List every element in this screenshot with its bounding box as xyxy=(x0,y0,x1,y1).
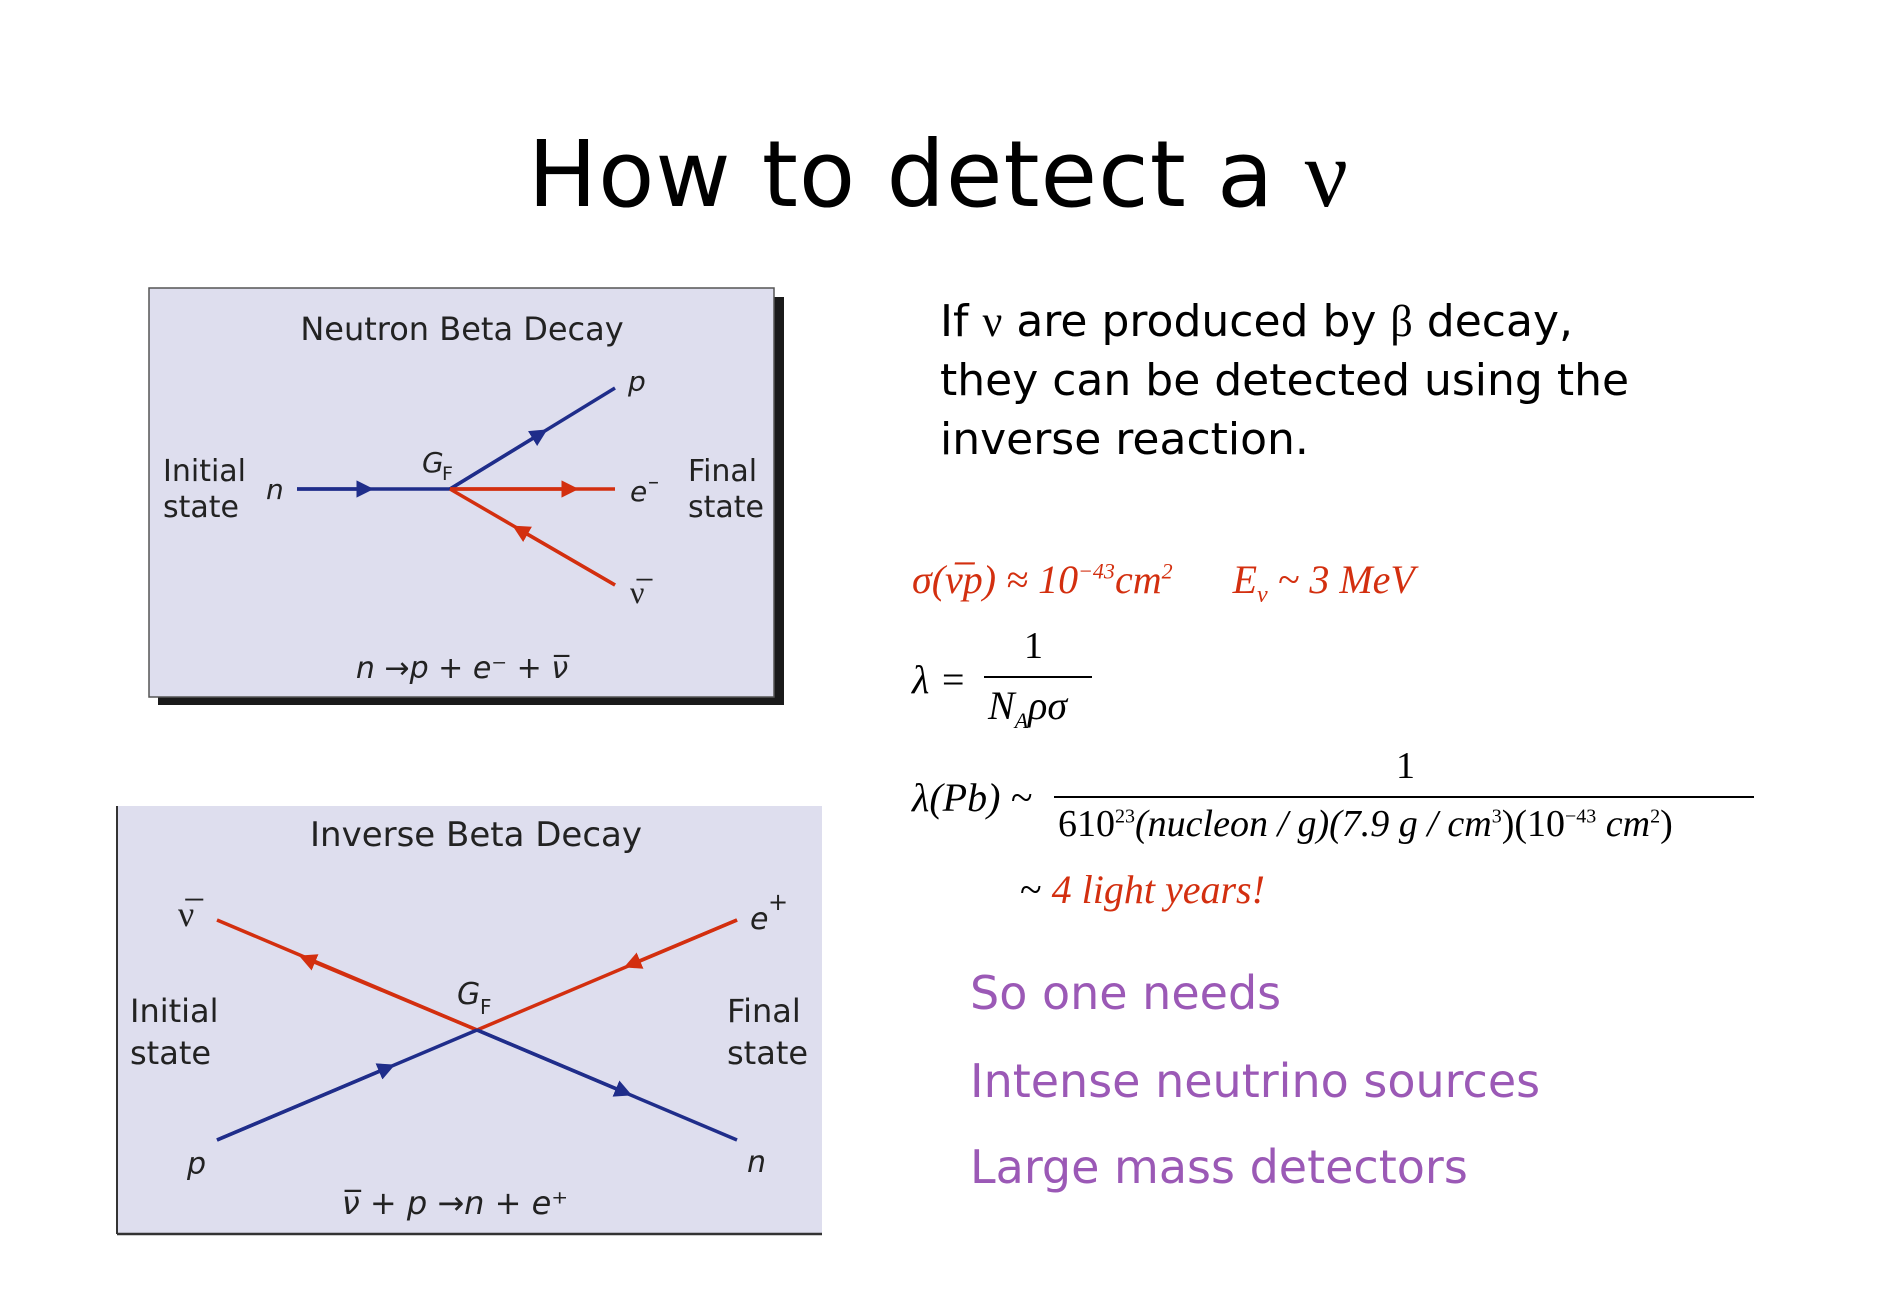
pb-den-3-exp: −43 xyxy=(1565,805,1597,828)
title-nu-symbol: ν xyxy=(1304,120,1350,227)
result-line: ~ 4 light years! xyxy=(1020,866,1265,913)
positron-label: e xyxy=(750,902,768,937)
final-label-1: Final xyxy=(727,992,801,1030)
positron-arrow xyxy=(623,918,738,969)
panel-background xyxy=(148,287,775,698)
intro-line-1-c: decay, xyxy=(1412,296,1573,347)
panel-title: Inverse Beta Decay xyxy=(310,815,642,855)
intro-text: If ν are produced by β decay, they can b… xyxy=(940,292,1740,469)
pb-den-1: 610 xyxy=(1058,803,1115,845)
intro-line-1-b: are produced by xyxy=(1002,296,1391,347)
lead-lambda-denominator: 61023(nucleon / g)(7.9 g / cm3)(10−43 cm… xyxy=(1058,802,1673,846)
neutron-beta-decay-diagram: Neutron Beta Decay Initial state Final s… xyxy=(148,287,784,705)
antineutrino-arrow xyxy=(298,954,478,1032)
cross-section-exponent: −43 xyxy=(1078,558,1115,584)
lambda-formula: λ = 1 NAρσ xyxy=(912,624,1092,734)
lead-lambda-lhs: λ(Pb) ~ xyxy=(912,775,1033,820)
intro-nu-symbol: ν xyxy=(982,297,1003,346)
lambda-den-rho-sigma: ρσ xyxy=(1028,683,1068,728)
lambda-den-n: N xyxy=(988,683,1015,728)
electron-label: e xyxy=(630,475,647,508)
initial-label-2: state xyxy=(163,490,239,525)
needs-item-detectors: Large mass detectors xyxy=(970,1140,1468,1194)
needs-heading: So one needs xyxy=(970,966,1282,1020)
lambda-numerator: 1 xyxy=(1024,625,1043,667)
intro-line-1: If ν are produced by β decay, xyxy=(940,292,1740,351)
pb-den-2-exp: 3 xyxy=(1491,805,1502,828)
energy-value: ~ 3 MeV xyxy=(1267,557,1415,602)
positron-charge-label: + xyxy=(768,888,788,916)
result-value: 4 light years! xyxy=(1051,867,1265,912)
intro-beta-symbol: β xyxy=(1390,297,1413,346)
cross-section-equation: σ(ν̅p) ≈ 10−43cm2 Eν ~ 3 MeV xyxy=(912,556,1415,609)
proton-label: p xyxy=(186,1147,206,1182)
needs-item-sources: Intense neutrino sources xyxy=(970,1054,1541,1108)
proton-arrow xyxy=(449,429,548,491)
cross-section-unit: cm xyxy=(1114,557,1162,602)
pb-den-3: )(10 xyxy=(1501,803,1565,845)
lambda-den-subscript: A xyxy=(1014,708,1029,733)
electron-charge-label: – xyxy=(648,470,659,495)
inverse-beta-decay-diagram: Inverse Beta Decay Initial state Final s… xyxy=(116,806,822,1236)
pb-den-4-exp: 2 xyxy=(1650,805,1661,828)
lambda-lhs: λ = xyxy=(912,657,967,702)
panel-title: Neutron Beta Decay xyxy=(300,310,623,348)
cross-section-unit-exponent: 2 xyxy=(1161,558,1173,584)
initial-label-2: state xyxy=(130,1034,211,1072)
lead-lambda-numerator: 1 xyxy=(1396,745,1415,787)
lead-lambda-fraction-bar xyxy=(1054,796,1754,798)
proton-label: p xyxy=(627,365,646,398)
fermi-constant-label: G xyxy=(457,977,480,1012)
lead-lambda-formula: λ(Pb) ~ 1 61023(nucleon / g)(7.9 g / cm3… xyxy=(912,744,1762,854)
cross-section-lhs: σ(ν̅p) ≈ 10 xyxy=(912,557,1079,602)
reaction-equation: ν̅ + p →n + e⁺ xyxy=(342,1184,568,1222)
pb-den-4: cm xyxy=(1596,803,1651,845)
antineutrino-arrow xyxy=(512,525,616,587)
neutron-label: n xyxy=(747,1145,766,1180)
fermi-constant-subscript: F xyxy=(442,463,453,485)
final-label-2: state xyxy=(688,490,764,525)
title-text: How to detect a xyxy=(527,121,1275,228)
slide-title: How to detect a ν xyxy=(0,118,1877,229)
initial-label-1: Initial xyxy=(130,992,219,1030)
intro-line-2: they can be detected using the xyxy=(940,355,1630,406)
panel-background xyxy=(117,806,822,1234)
lambda-denominator: NAρσ xyxy=(988,682,1067,734)
lambda-fraction-bar xyxy=(984,676,1092,678)
result-tilde: ~ xyxy=(1020,867,1042,912)
intro-line-3: inverse reaction. xyxy=(940,414,1309,465)
reaction-equation: n →p + e⁻ + ν̅ xyxy=(356,651,570,686)
pb-den-5: ) xyxy=(1660,803,1673,845)
energy-symbol: E xyxy=(1232,557,1258,602)
intro-line-1-a: If xyxy=(940,296,983,347)
neutron-arrow xyxy=(476,1028,633,1097)
energy-subscript: ν xyxy=(1257,582,1268,608)
fermi-constant-label: G xyxy=(422,446,444,479)
final-label-2: state xyxy=(727,1034,808,1072)
initial-label-1: Initial xyxy=(163,454,246,489)
neutron-label: n xyxy=(266,473,284,506)
pb-den-2: (nucleon / g)(7.9 g / cm xyxy=(1135,803,1492,845)
final-label-1: Final xyxy=(688,454,757,489)
fermi-constant-subscript: F xyxy=(480,995,492,1019)
proton-arrow xyxy=(216,1063,396,1142)
pb-den-1-exp: 23 xyxy=(1115,805,1135,828)
